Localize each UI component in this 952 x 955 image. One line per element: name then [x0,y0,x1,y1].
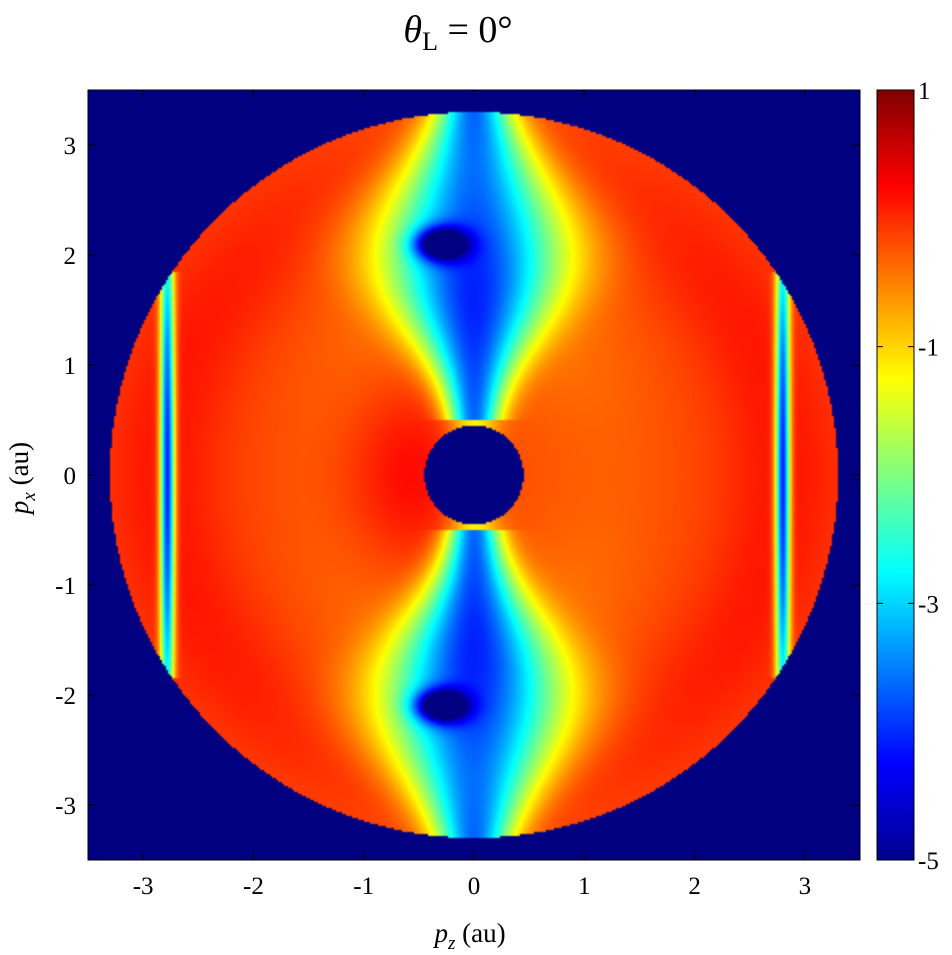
x-tick-label: -3 [133,873,154,900]
y-axis-label: px (au) [4,442,40,516]
heatmap-image [88,90,860,860]
y-tick-label: -1 [55,573,76,600]
y-tick-label: 3 [64,133,77,160]
chart-title: θL = 0° [403,9,512,56]
colorbar-tick-label: -3 [918,591,939,618]
plot-area [88,90,860,860]
colorbar-tick-label: -1 [918,335,939,362]
colorbar: 1 -1 -3 -5 [876,78,939,875]
y-axis-ticks: -3 -2 -1 0 1 2 3 [55,133,860,820]
x-tick-label: 3 [799,873,812,900]
x-label-subscript: z [447,933,456,954]
x-tick-label: 0 [468,873,481,900]
y-label-subscript: x [19,492,40,502]
y-tick-label: 0 [64,463,77,490]
title-subscript: L [422,27,438,56]
title-symbol: θ [403,9,422,51]
colorbar-gradient [876,89,915,861]
title-rest: = 0° [438,9,513,51]
x-axis-label: pz (au) [432,918,505,954]
colorbar-ticks: 1 -1 -3 -5 [877,78,939,875]
x-tick-label: -2 [243,873,264,900]
y-tick-label: -2 [55,683,76,710]
x-tick-label: 1 [578,873,591,900]
y-tick-label: 1 [64,353,77,380]
colorbar-tick-label: -5 [918,848,939,875]
y-label-symbol: p [4,501,34,517]
y-tick-label: -3 [55,793,76,820]
colorbar-tick-label: 1 [918,78,931,105]
y-label-unit: (au) [4,442,34,492]
x-tick-label: -1 [353,873,374,900]
x-label-unit: (au) [455,918,505,948]
x-axis-ticks: -3 -2 -1 0 1 2 3 [133,90,811,900]
x-label-symbol: p [432,918,448,948]
y-tick-label: 2 [64,243,77,270]
x-tick-label: 2 [688,873,701,900]
